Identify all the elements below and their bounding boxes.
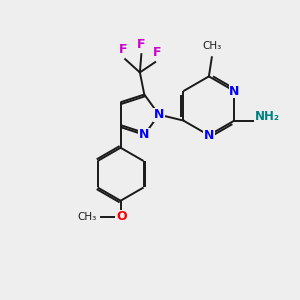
Text: N: N xyxy=(154,108,164,121)
Text: O: O xyxy=(116,210,127,224)
Text: CH₃: CH₃ xyxy=(203,41,222,51)
Text: CH₃: CH₃ xyxy=(78,212,97,222)
Text: F: F xyxy=(153,46,162,59)
Text: N: N xyxy=(139,128,149,141)
Text: F: F xyxy=(118,43,127,56)
Text: NH₂: NH₂ xyxy=(255,110,280,123)
Text: F: F xyxy=(137,38,146,51)
Text: N: N xyxy=(229,85,240,98)
Text: N: N xyxy=(204,129,214,142)
